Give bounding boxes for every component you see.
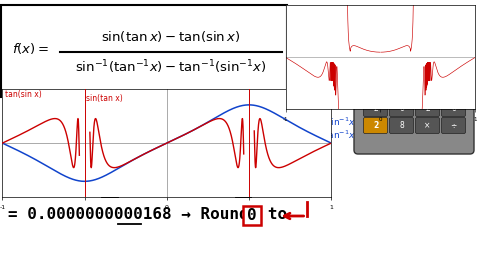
Text: ×: × <box>424 121 431 130</box>
FancyBboxPatch shape <box>389 117 413 133</box>
Text: tan(sin x): tan(sin x) <box>5 90 42 99</box>
Text: 0.000012345279 - 0.000012345111: 0.000012345279 - 0.000012345111 <box>8 180 306 195</box>
Text: $\mathrm{tan}^{-1}(\mathrm{sin}^{-1} x)$: $\mathrm{tan}^{-1}(\mathrm{sin}^{-1} x)$ <box>298 115 359 129</box>
FancyBboxPatch shape <box>389 83 413 100</box>
FancyBboxPatch shape <box>416 100 440 116</box>
Text: sin(tan x): sin(tan x) <box>86 94 122 103</box>
Text: 0: 0 <box>247 208 256 224</box>
Text: 0: 0 <box>451 104 456 113</box>
Text: $\mathrm{sin}^{-1}(\mathrm{tan}^{-1} x) - \mathrm{tan}^{-1}(\mathrm{sin}^{-1} x): $\mathrm{sin}^{-1}(\mathrm{tan}^{-1} x) … <box>75 58 267 76</box>
Text: 2: 2 <box>425 104 430 113</box>
Text: ×: × <box>424 87 431 96</box>
Text: ERROR: ERROR <box>391 63 437 76</box>
Text: $\mathrm{sin}^{-1}(\mathrm{tan}^{-1} x)$: $\mathrm{sin}^{-1}(\mathrm{tan}^{-1} x)$ <box>298 128 359 142</box>
FancyBboxPatch shape <box>363 100 387 116</box>
Text: $\mathrm{sin}(\mathrm{tan}\, x) - \mathrm{tan}(\mathrm{sin}\, x)$: $\mathrm{sin}(\mathrm{tan}\, x) - \mathr… <box>101 29 240 43</box>
Text: -: - <box>400 87 403 96</box>
FancyBboxPatch shape <box>416 117 440 133</box>
FancyBboxPatch shape <box>389 100 413 116</box>
Text: = 0.0000000000168 → Rounds to: = 0.0000000000168 → Rounds to <box>8 207 297 222</box>
FancyBboxPatch shape <box>442 83 466 100</box>
FancyBboxPatch shape <box>442 100 466 116</box>
FancyBboxPatch shape <box>363 117 387 133</box>
FancyBboxPatch shape <box>416 83 440 100</box>
FancyBboxPatch shape <box>363 83 387 100</box>
FancyBboxPatch shape <box>354 46 474 154</box>
Text: $f(x) =$: $f(x) =$ <box>12 40 49 56</box>
Text: 8: 8 <box>399 121 404 130</box>
FancyBboxPatch shape <box>442 117 466 133</box>
FancyBboxPatch shape <box>242 206 261 225</box>
Text: -: - <box>452 87 455 96</box>
FancyBboxPatch shape <box>362 57 466 83</box>
Text: ×: × <box>372 87 379 96</box>
Text: ÷: ÷ <box>450 121 456 130</box>
FancyBboxPatch shape <box>1 5 287 97</box>
Text: 2: 2 <box>373 121 378 130</box>
Text: 0: 0 <box>399 104 404 113</box>
Text: 2: 2 <box>373 104 378 113</box>
